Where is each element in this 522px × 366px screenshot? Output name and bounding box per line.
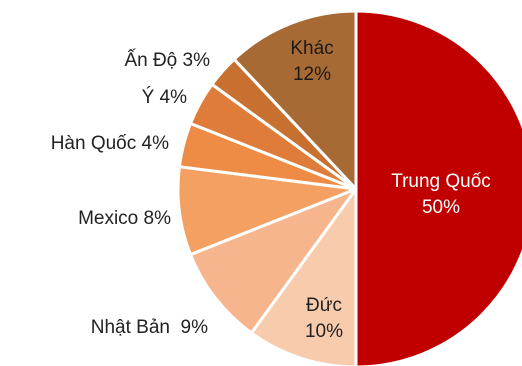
pie-labels: Trung Quốc 50% Đức 10% Nhật Bản 9% Mexico 8% H… [51, 38, 491, 342]
slice-name-3: Nhật Bản [91, 317, 181, 338]
slice-value-5: 4% [142, 133, 170, 154]
slice-label-4: Mexico 8% [78, 208, 171, 229]
slice-label-8: Khác [290, 38, 333, 59]
pie-slice-1 [354, 9, 522, 366]
pie-slice-4 [176, 165, 358, 257]
pie-slices [176, 9, 522, 366]
slice-label-2: Đức [306, 295, 342, 316]
slice-value-3: 9% [181, 317, 209, 338]
slice-label-5: Hàn Quốc 4% [51, 133, 169, 154]
pie-slice-8 [232, 9, 358, 191]
slice-value-4: 8% [144, 208, 172, 229]
slice-label-1: Trung Quốc [391, 171, 491, 192]
slice-label-3: Nhật Bản 9% [91, 317, 208, 338]
slice-value-7: 3% [183, 50, 211, 71]
slice-value-2: 10% [305, 321, 343, 342]
pie-slice-2 [249, 187, 358, 366]
slice-name-7: Ấn Độ [124, 49, 182, 71]
slice-value-8: 12% [293, 64, 331, 85]
slice-value-1: 50% [422, 197, 460, 218]
slice-name-6: Ý [142, 87, 160, 108]
slice-label-7: Ấn Độ 3% [124, 49, 210, 71]
slice-name-4: Mexico [78, 208, 143, 229]
slice-value-6: 4% [160, 87, 188, 108]
slice-label-6: Ý 4% [142, 87, 188, 108]
pie-slice-3 [189, 187, 358, 335]
slice-name-5: Hàn Quốc [51, 133, 142, 154]
